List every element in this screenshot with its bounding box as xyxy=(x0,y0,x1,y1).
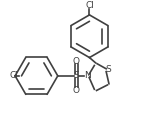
Text: N: N xyxy=(84,71,90,80)
Text: O: O xyxy=(73,86,80,95)
Text: Cl: Cl xyxy=(9,71,18,80)
Text: Cl: Cl xyxy=(85,1,94,10)
Text: S: S xyxy=(73,71,79,80)
Text: S: S xyxy=(105,65,111,74)
Text: O: O xyxy=(73,57,80,66)
